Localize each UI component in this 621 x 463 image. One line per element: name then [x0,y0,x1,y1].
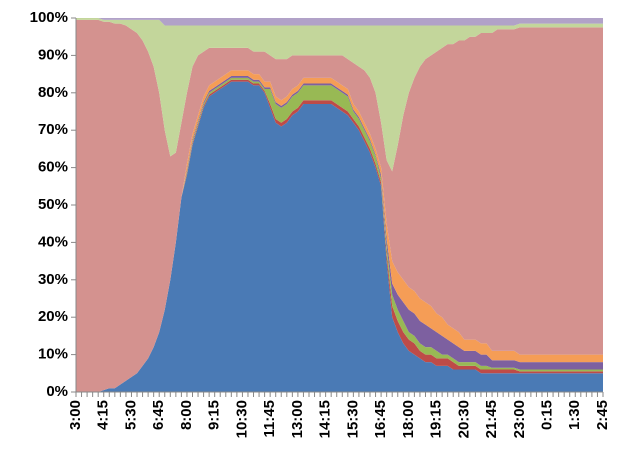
y-tick-label: 20% [38,308,68,325]
x-tick-label: 10:30 [233,400,250,438]
area [76,70,603,393]
x-tick-label: 15:30 [344,400,361,438]
y-tick-label: 50% [38,196,68,213]
x-tick-label: 5:30 [122,400,139,430]
y-tick-label: 30% [38,271,68,288]
x-tick-label: 16:45 [372,400,389,438]
x-tick-label: 2:45 [594,400,611,430]
x-tick-label: 8:00 [178,400,195,430]
x-tick-label: 0:15 [538,400,555,430]
y-tick-label: 60% [38,159,68,176]
x-tick-label: 3:00 [67,400,84,430]
x-tick-label: 6:45 [150,400,167,430]
area [76,19,603,393]
y-tick-label: 0% [46,383,68,400]
x-tick-label: 11:45 [261,400,278,438]
y-tick-label: 80% [38,84,68,101]
x-tick-label: 21:45 [483,400,500,438]
x-tick-label: 18:00 [400,400,417,438]
x-tick-label: 19:15 [428,400,445,438]
x-tick-label: 4:15 [95,400,112,430]
y-tick-label: 10% [38,346,68,363]
area [76,18,603,172]
area [76,81,603,392]
y-tick-label: 100% [30,9,68,26]
y-tick-label: 40% [38,233,68,250]
x-tick-label: 1:30 [566,400,583,430]
area [76,18,603,26]
y-tick-label: 70% [38,121,68,138]
x-tick-label: 14:15 [317,400,334,438]
x-tick-label: 23:00 [511,400,528,438]
y-tick-label: 90% [38,46,68,63]
x-tick-label: 9:15 [206,400,223,430]
x-tick-label: 13:00 [289,400,306,438]
x-tick-label: 20:30 [455,400,472,438]
